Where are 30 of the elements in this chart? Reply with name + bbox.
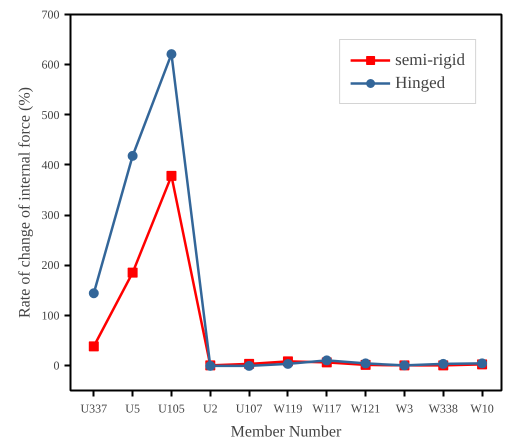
x-tick-label: U105 <box>158 402 185 416</box>
point <box>88 341 99 352</box>
y-tick-label: 300 <box>42 208 60 222</box>
x-tick-label: W3 <box>396 402 414 416</box>
y-tick-label: 700 <box>42 8 60 22</box>
point <box>282 358 293 369</box>
x-tick-label: U337 <box>80 402 108 416</box>
x-tick-label: U5 <box>125 402 140 416</box>
x-tick-label: W117 <box>312 402 342 416</box>
x-tick-label: U107 <box>236 402 262 416</box>
legend-label: semi-rigid <box>395 50 465 70</box>
legend-label: Hinged <box>395 73 446 93</box>
y-tick-label: 100 <box>42 308 60 322</box>
y-tick-label: 0 <box>54 358 60 372</box>
x-tick-label: W119 <box>274 402 302 416</box>
y-axis-title: Rate of change of internal force (%) <box>16 86 34 318</box>
x-tick-label: W121 <box>350 402 380 416</box>
point <box>88 288 99 298</box>
x-axis-title: Member Number <box>230 424 342 440</box>
point <box>128 268 138 278</box>
x-tick-label: W338 <box>428 402 458 416</box>
point <box>166 170 176 181</box>
y-tick-label: 600 <box>42 58 60 72</box>
x-tick-label: W10 <box>470 402 494 416</box>
point <box>128 150 138 161</box>
y-tick-label: 400 <box>42 158 60 172</box>
y-tick-label: 200 <box>42 258 60 272</box>
x-tick-label: U2 <box>202 402 218 416</box>
point <box>166 49 176 60</box>
y-tick-label: 500 <box>42 108 60 122</box>
